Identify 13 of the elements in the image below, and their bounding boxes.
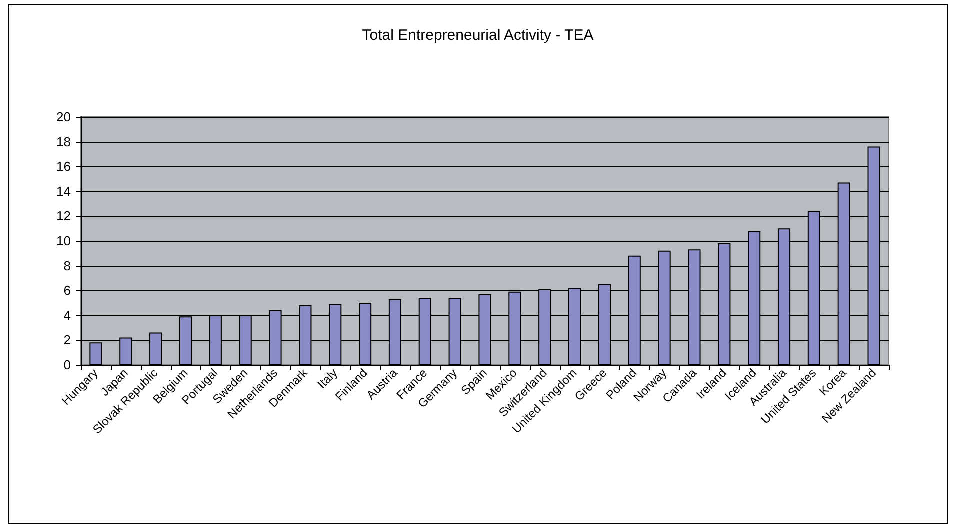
chart-title: Total Entrepreneurial Activity - TEA xyxy=(362,27,594,44)
y-tick-label: 14 xyxy=(56,184,71,199)
y-tick-label: 16 xyxy=(56,159,71,174)
y-tick-label: 20 xyxy=(56,110,71,124)
y-tick-label: 8 xyxy=(64,258,71,274)
y-tick-label: 0 xyxy=(64,358,71,372)
y-tick-label: 4 xyxy=(64,308,71,323)
x-tick-label: Italy xyxy=(314,366,340,392)
y-tick-label: 2 xyxy=(64,332,71,348)
y-tick-label: 18 xyxy=(56,134,71,150)
y-tick-label: 10 xyxy=(56,234,71,248)
y-tick-label: 12 xyxy=(56,208,71,224)
y-tick-label: 6 xyxy=(64,283,71,298)
